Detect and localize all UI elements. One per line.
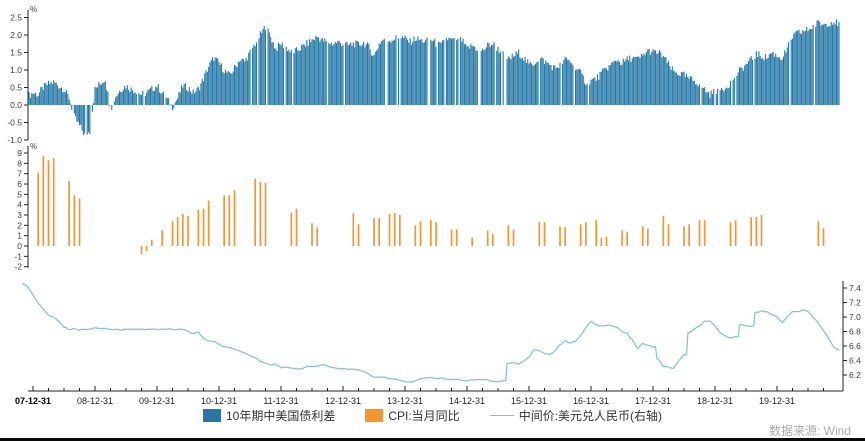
bottom-divider — [0, 438, 865, 441]
x-tick-label: 10-12-31 — [200, 396, 238, 406]
svg-text:6.2: 6.2 — [849, 370, 861, 380]
legend-label-fx: 中间价:美元兑人民币(右轴) — [518, 409, 663, 423]
x-tick-label: 08-12-31 — [76, 396, 114, 406]
svg-text:0: 0 — [17, 241, 22, 251]
svg-text:7.2: 7.2 — [849, 298, 861, 308]
svg-text:4: 4 — [17, 200, 22, 210]
svg-text:2: 2 — [17, 220, 22, 230]
svg-text:-0.5: -0.5 — [7, 118, 22, 128]
right-axis: 7.4 7.2 7.0 6.8 6.6 6.4 6.2 — [842, 281, 861, 391]
x-tick-label: 15-12-31 — [510, 396, 548, 406]
svg-text:-2: -2 — [14, 262, 22, 272]
x-tick-label: 07-12-31 — [14, 396, 52, 406]
x-tick-label: 14-12-31 — [448, 396, 486, 406]
legend-item-cpi: CPI:当月同比 — [365, 407, 460, 424]
svg-text:-1: -1 — [14, 251, 22, 261]
legend: 10年期中美国债利差 CPI:当月同比 中间价:美元兑人民币(右轴) — [0, 407, 865, 424]
svg-text:1: 1 — [17, 231, 22, 241]
bond-spread-swatch-icon — [202, 409, 221, 422]
x-tick-label: 16-12-31 — [572, 396, 610, 406]
svg-text:%: % — [30, 142, 37, 151]
svg-text:6.4: 6.4 — [849, 356, 861, 366]
legend-label-cpi: CPI:当月同比 — [388, 409, 460, 423]
x-tick-label: 13-12-31 — [386, 396, 424, 406]
top-panel-axis: 2.5 2.0 1.5 1.0 0.5 0.0 -0.5 -1.0% — [7, 5, 37, 145]
svg-text:6.6: 6.6 — [849, 341, 861, 351]
svg-text:2.5: 2.5 — [10, 13, 22, 23]
svg-text:-1.0: -1.0 — [7, 135, 22, 145]
data-source-note: 数据来源: Wind — [768, 424, 851, 438]
svg-text:7.0: 7.0 — [849, 312, 861, 322]
cpi-bars — [37, 156, 825, 255]
svg-text:%: % — [30, 5, 37, 14]
x-axis — [28, 386, 843, 392]
svg-text:3: 3 — [17, 210, 22, 220]
svg-text:9: 9 — [17, 148, 22, 158]
cpi-swatch-icon — [365, 409, 384, 422]
legend-item-fx-line: 中间价:美元兑人民币(右轴) — [489, 407, 663, 424]
x-tick-label: 09-12-31 — [138, 396, 176, 406]
fx-line — [22, 282, 840, 383]
svg-text:0.0: 0.0 — [10, 100, 22, 110]
svg-text:6: 6 — [17, 179, 22, 189]
x-tick-label: 17-12-31 — [634, 396, 672, 406]
svg-text:7: 7 — [17, 169, 22, 179]
x-tick-label: 12-12-31 — [324, 396, 362, 406]
svg-text:5: 5 — [17, 189, 22, 199]
x-tick-label: 11-12-31 — [263, 396, 299, 406]
x-tick-label: 19-12-31 — [758, 396, 796, 406]
fx-line-swatch-icon — [489, 415, 514, 416]
legend-label-bond-spread: 10年期中美国债利差 — [225, 409, 336, 423]
svg-text:2.0: 2.0 — [10, 30, 22, 40]
svg-text:1.0: 1.0 — [10, 65, 22, 75]
svg-text:0.5: 0.5 — [10, 83, 22, 93]
svg-text:1.5: 1.5 — [10, 48, 22, 58]
svg-text:6.8: 6.8 — [849, 327, 861, 337]
bond-spread-bars — [27, 19, 840, 135]
svg-text:7.4: 7.4 — [849, 283, 861, 293]
svg-text:8: 8 — [17, 158, 22, 168]
legend-item-bond-spread: 10年期中美国债利差 — [202, 407, 336, 424]
x-tick-label: 18-12-31 — [696, 396, 734, 406]
